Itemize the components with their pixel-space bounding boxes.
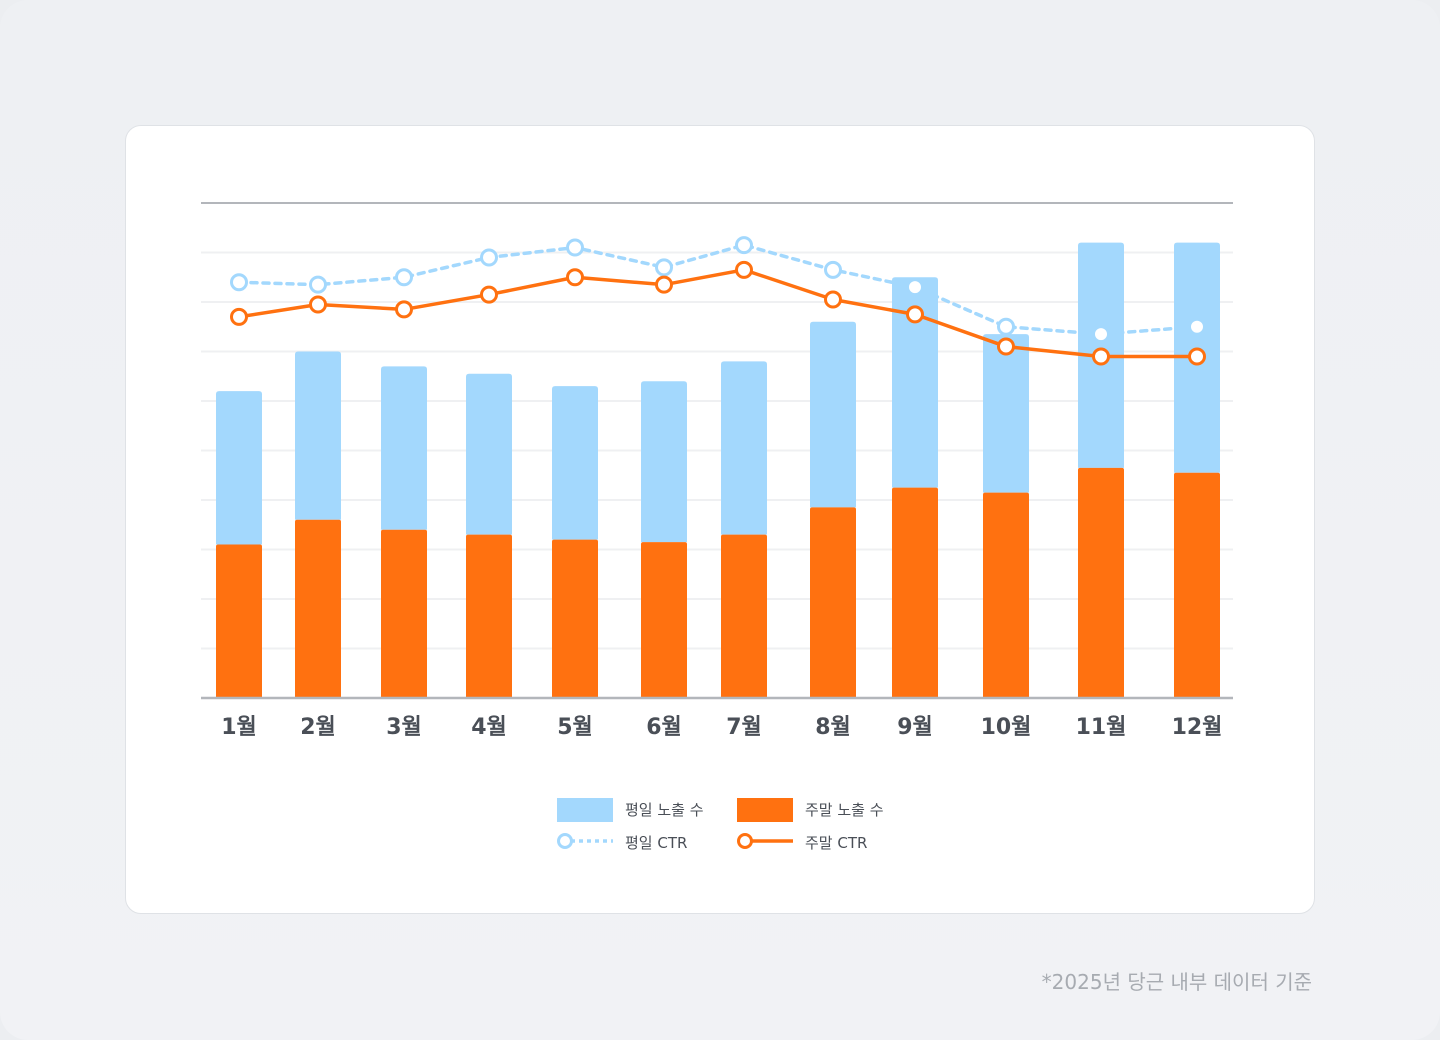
x-tick-label: 12월: [1172, 715, 1223, 740]
legend-marker: [557, 833, 573, 849]
footnote: *2025년 당근 내부 데이터 기준: [1041, 970, 1312, 994]
weekend-ctr-point: [395, 300, 413, 319]
bar-weekday-impressions: [552, 386, 598, 540]
weekday-ctr-point: [655, 258, 673, 277]
weekend-ctr-point: [309, 295, 327, 314]
legend-marker: [737, 833, 753, 849]
weekday-ctr-point: [997, 317, 1015, 336]
x-tick-label: 1월: [221, 715, 257, 740]
bar-weekday-impressions: [892, 277, 938, 488]
x-tick-label: 8월: [815, 715, 851, 740]
weekday-ctr-point: [230, 273, 248, 292]
bar-weekend-impressions: [1174, 472, 1220, 698]
bar-weekday-impressions: [721, 361, 767, 535]
legend-swatch: [557, 798, 613, 822]
weekend-ctr-point: [735, 260, 753, 279]
bar-weekend-impressions: [295, 519, 341, 698]
bar-weekend-impressions: [381, 529, 427, 698]
bar-weekend-impressions: [466, 534, 512, 698]
x-tick-label: 5월: [557, 715, 593, 740]
weekday-ctr-point: [480, 248, 498, 267]
bar-weekday-impressions: [381, 366, 427, 530]
bar-weekend-impressions: [641, 542, 687, 698]
weekday-ctr-point: [735, 236, 753, 255]
bar-weekend-impressions: [892, 487, 938, 698]
weekend-ctr-point: [1188, 347, 1206, 366]
legend-label: 평일 CTR: [625, 834, 687, 852]
weekend-ctr-line: [237, 268, 1199, 359]
weekend-ctr-point: [824, 290, 842, 309]
weekend-ctr-point: [1092, 347, 1110, 366]
x-tick-label: 10월: [981, 715, 1032, 740]
bar-weekday-impressions: [216, 391, 262, 545]
bar-weekend-impressions: [216, 544, 262, 698]
bar-weekday-impressions: [295, 351, 341, 520]
weekday-ctr-point: [395, 268, 413, 287]
bar-weekday-impressions: [810, 321, 856, 508]
bar-weekday-impressions: [641, 381, 687, 543]
weekend-ctr-point: [655, 275, 673, 294]
weekend-ctr-point: [997, 337, 1015, 356]
weekday-ctr-point: [824, 260, 842, 279]
x-tick-label: 4월: [471, 715, 507, 740]
weekday-ctr-point: [566, 238, 584, 257]
x-tick-label: 7월: [726, 715, 762, 740]
legend-label: 주말 CTR: [805, 834, 867, 852]
weekend-ctr-point: [566, 268, 584, 287]
weekend-ctr-point: [230, 307, 248, 326]
x-tick-label: 9월: [897, 715, 933, 740]
weekday-ctr-point: [309, 275, 327, 294]
x-tick-label: 2월: [300, 715, 336, 740]
legend-label: 평일 노출 수: [625, 801, 704, 819]
legend-swatch: [737, 798, 793, 822]
bar-weekend-impressions: [552, 539, 598, 698]
bar-weekend-impressions: [983, 492, 1029, 698]
bar-weekend-impressions: [810, 507, 856, 698]
bar-weekday-impressions: [466, 373, 512, 535]
bar-weekend-impressions: [1078, 467, 1124, 698]
weekend-ctr-point: [906, 305, 924, 324]
weekday-ctr-point: [1092, 325, 1110, 344]
weekday-ctr-point: [1188, 317, 1206, 336]
legend-label: 주말 노출 수: [805, 801, 884, 819]
bar-weekday-impressions: [983, 334, 1029, 493]
x-tick-label: 11월: [1076, 715, 1127, 740]
x-tick-label: 3월: [386, 715, 422, 740]
bar-weekend-impressions: [721, 534, 767, 698]
x-tick-label: 6월: [646, 715, 682, 740]
weekday-ctr-line: [237, 243, 1199, 336]
weekday-ctr-point: [906, 278, 924, 297]
weekend-ctr-point: [480, 285, 498, 304]
